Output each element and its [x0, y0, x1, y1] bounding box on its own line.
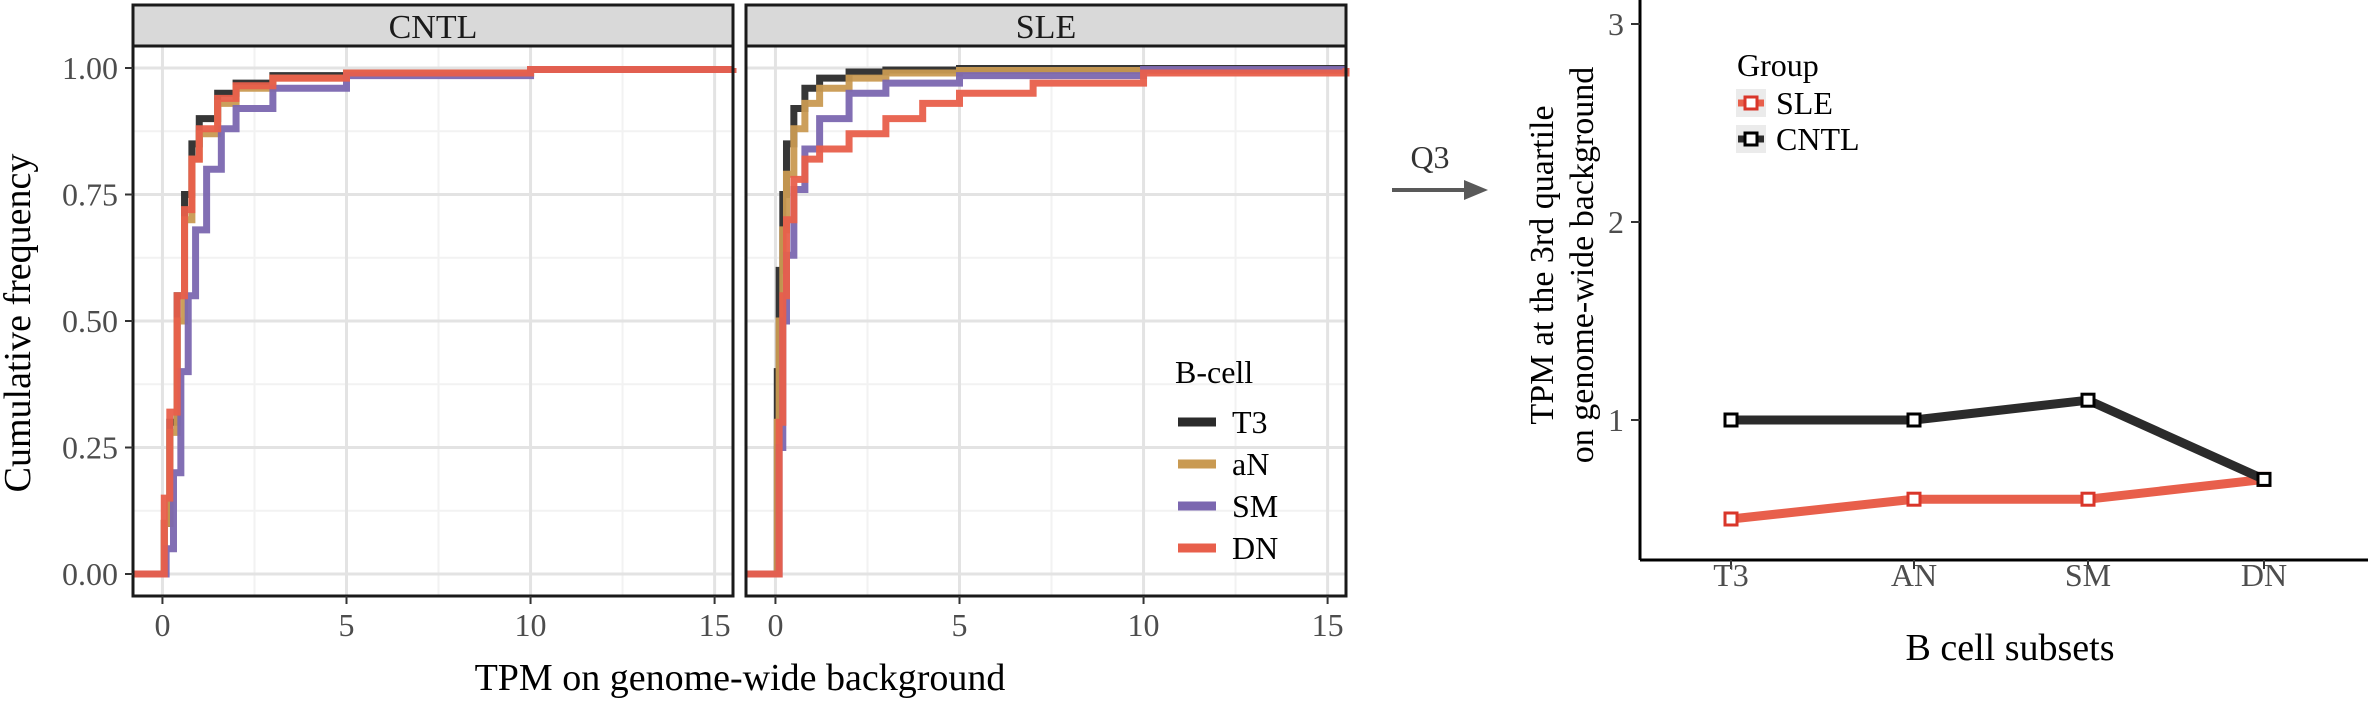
x-tick-label: 15 [1312, 607, 1344, 643]
y-tick-label: 0.50 [62, 303, 118, 339]
ecdf-faceted-chart: CNTL 0 5 10 15 SLE 0 5 10 15 0.00 0.25 0.50 0.75 1.00 T… [0, 3, 1350, 699]
facet-label-sle: SLE [1016, 9, 1076, 46]
facet-border [744, 44, 1348, 598]
q3-point-sle-sm [2080, 491, 2096, 507]
ecdf-line-dn-cntl [133, 66, 737, 578]
bcell-legend: B-cell T3 aN SM DN [1175, 354, 1278, 566]
y-tick-label: 1 [1608, 402, 1624, 438]
x-tick-label: 10 [515, 607, 547, 643]
q3-point-cntl-dn [2256, 471, 2272, 487]
y-tick-label: 0.75 [62, 177, 118, 213]
y-axis-title-line: TPM at the 3rd quartile [1524, 105, 1561, 424]
legend-title: Group [1737, 47, 1819, 83]
legend-marker-cntl [1743, 131, 1759, 147]
legend-marker-sle [1743, 95, 1759, 111]
x-tick-label-an: AN [1891, 557, 1937, 593]
x-tick-label-dn: DN [2241, 557, 2287, 593]
legend-label-sle: SLE [1776, 85, 1833, 121]
facet-panel-cntl: CNTL 0 5 10 15 [131, 3, 737, 643]
q3-point-cntl-t3 [1723, 412, 1739, 428]
q3-point-sle-an [1906, 491, 1922, 507]
legend-label-sm: SM [1232, 488, 1278, 524]
q3-connector: Q3 [1392, 139, 1488, 200]
q3-point-sle-t3 [1723, 511, 1739, 527]
y-tick-label: 0.25 [62, 430, 118, 466]
y-tick-label: 0.00 [62, 556, 118, 592]
x-tick-label-sm: SM [2065, 557, 2111, 593]
x-tick-label: 15 [699, 607, 731, 643]
y-tick-label: 2 [1608, 204, 1624, 240]
legend-label-t3: T3 [1232, 404, 1268, 440]
facet-strip-sle [744, 3, 1348, 48]
x-tick-label: 10 [1128, 607, 1160, 643]
x-tick-label: 5 [338, 607, 354, 643]
q3-point-cntl-sm [2080, 392, 2096, 408]
q3-line-cntl [1731, 395, 2266, 484]
connector-label: Q3 [1410, 139, 1449, 175]
x-axis-title: B cell subsets [1906, 627, 2115, 669]
legend-title: B-cell [1175, 354, 1253, 390]
y-tick-label: 1.00 [62, 50, 118, 86]
legend-label-an: aN [1232, 446, 1269, 482]
x-tick-label: 0 [767, 607, 783, 643]
y-tick-label: 3 [1608, 6, 1624, 42]
q3-line-chart: 1 2 3 T3 AN SM DN B cell subsets TPM at the 3rd … [1524, 0, 2368, 669]
x-tick-label-t3: T3 [1713, 557, 1749, 593]
ecdf-line-dn-sle [746, 68, 1350, 578]
x-axis-title: TPM on genome-wide background [475, 657, 1006, 699]
legend-label-dn: DN [1232, 530, 1278, 566]
y-axis-title: TPM at the 3rd quartileon genome-wide ba… [1524, 67, 1601, 464]
facet-panel-sle: SLE 0 5 10 15 [744, 3, 1350, 643]
connector-arrow-head [1464, 180, 1488, 200]
x-tick-label: 5 [951, 607, 967, 643]
facet-label-cntl: CNTL [389, 9, 478, 46]
y-axis-title: Cumulative frequency [0, 154, 39, 493]
q3-point-cntl-an [1906, 412, 1922, 428]
y-axis-title-line: on genome-wide background [1564, 67, 1601, 464]
q3-line-sle [1730, 474, 2265, 524]
legend-label-cntl: CNTL [1776, 121, 1860, 157]
x-tick-label: 0 [154, 607, 170, 643]
